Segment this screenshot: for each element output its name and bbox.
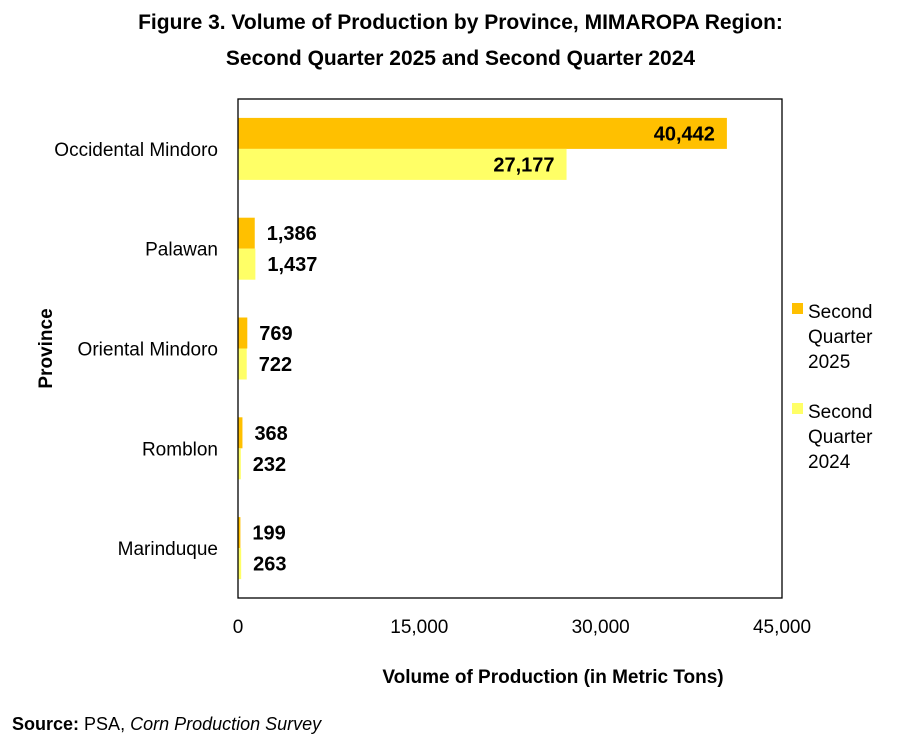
source-note: Source: PSA, Corn Production Survey bbox=[12, 714, 321, 735]
data-label: 40,442 bbox=[654, 123, 715, 145]
data-label: 722 bbox=[259, 354, 292, 376]
category-label: Occidental Mindoro bbox=[54, 140, 218, 161]
bar-2025-1 bbox=[238, 217, 255, 249]
category-label: Romblon bbox=[142, 439, 218, 460]
y-axis-title: Province bbox=[36, 308, 57, 388]
legend-label: Quarter bbox=[808, 327, 873, 348]
bar-2024-1 bbox=[238, 248, 256, 280]
x-tick-label: 45,000 bbox=[753, 617, 811, 638]
category-label: Palawan bbox=[145, 240, 218, 261]
data-label: 769 bbox=[259, 323, 292, 345]
data-label: 368 bbox=[254, 423, 287, 445]
data-label: 1,437 bbox=[267, 254, 317, 276]
bar-2024-2 bbox=[238, 348, 247, 380]
category-label: Oriental Mindoro bbox=[78, 340, 218, 361]
legend-label: 2025 bbox=[808, 352, 850, 373]
legend-label: 2024 bbox=[808, 452, 851, 473]
x-tick-label: 30,000 bbox=[572, 617, 630, 638]
bar-2024-0 bbox=[238, 148, 567, 180]
bar-2025-0 bbox=[238, 117, 727, 149]
chart-title-line-2: Second Quarter 2025 and Second Quarter 2… bbox=[225, 47, 696, 70]
bar-chart: 40,442 27,177 Occidental Mindoro 1,386 1,437… bbox=[36, 98, 873, 688]
data-label: 232 bbox=[253, 454, 286, 476]
data-label: 199 bbox=[252, 523, 285, 545]
bar-2024-3 bbox=[238, 448, 241, 480]
data-label: 1,386 bbox=[267, 223, 317, 245]
data-label: 27,177 bbox=[493, 154, 554, 176]
source-survey: Corn Production Survey bbox=[130, 714, 322, 734]
legend-label: Quarter bbox=[808, 427, 873, 448]
source-label: Source: bbox=[12, 714, 80, 734]
legend-swatch-2024 bbox=[792, 403, 803, 414]
x-tick-label: 15,000 bbox=[390, 617, 448, 638]
legend-label: Second bbox=[808, 402, 872, 423]
bar-2025-2 bbox=[238, 317, 248, 349]
bar-2025-4 bbox=[238, 517, 241, 549]
data-label: 263 bbox=[253, 554, 286, 576]
category-label: Marinduque bbox=[118, 539, 218, 560]
x-tick-label: 0 bbox=[233, 617, 244, 638]
chart-title-line-1: Figure 3. Volume of Production by Provin… bbox=[138, 11, 783, 34]
bar-2024-4 bbox=[238, 548, 242, 580]
plot-area-border bbox=[237, 98, 783, 599]
source-org: PSA, bbox=[84, 714, 126, 734]
x-axis-title: Volume of Production (in Metric Tons) bbox=[382, 667, 723, 688]
legend-swatch-2025 bbox=[792, 303, 803, 314]
bar-2025-3 bbox=[238, 417, 243, 449]
legend-label: Second bbox=[808, 302, 872, 323]
